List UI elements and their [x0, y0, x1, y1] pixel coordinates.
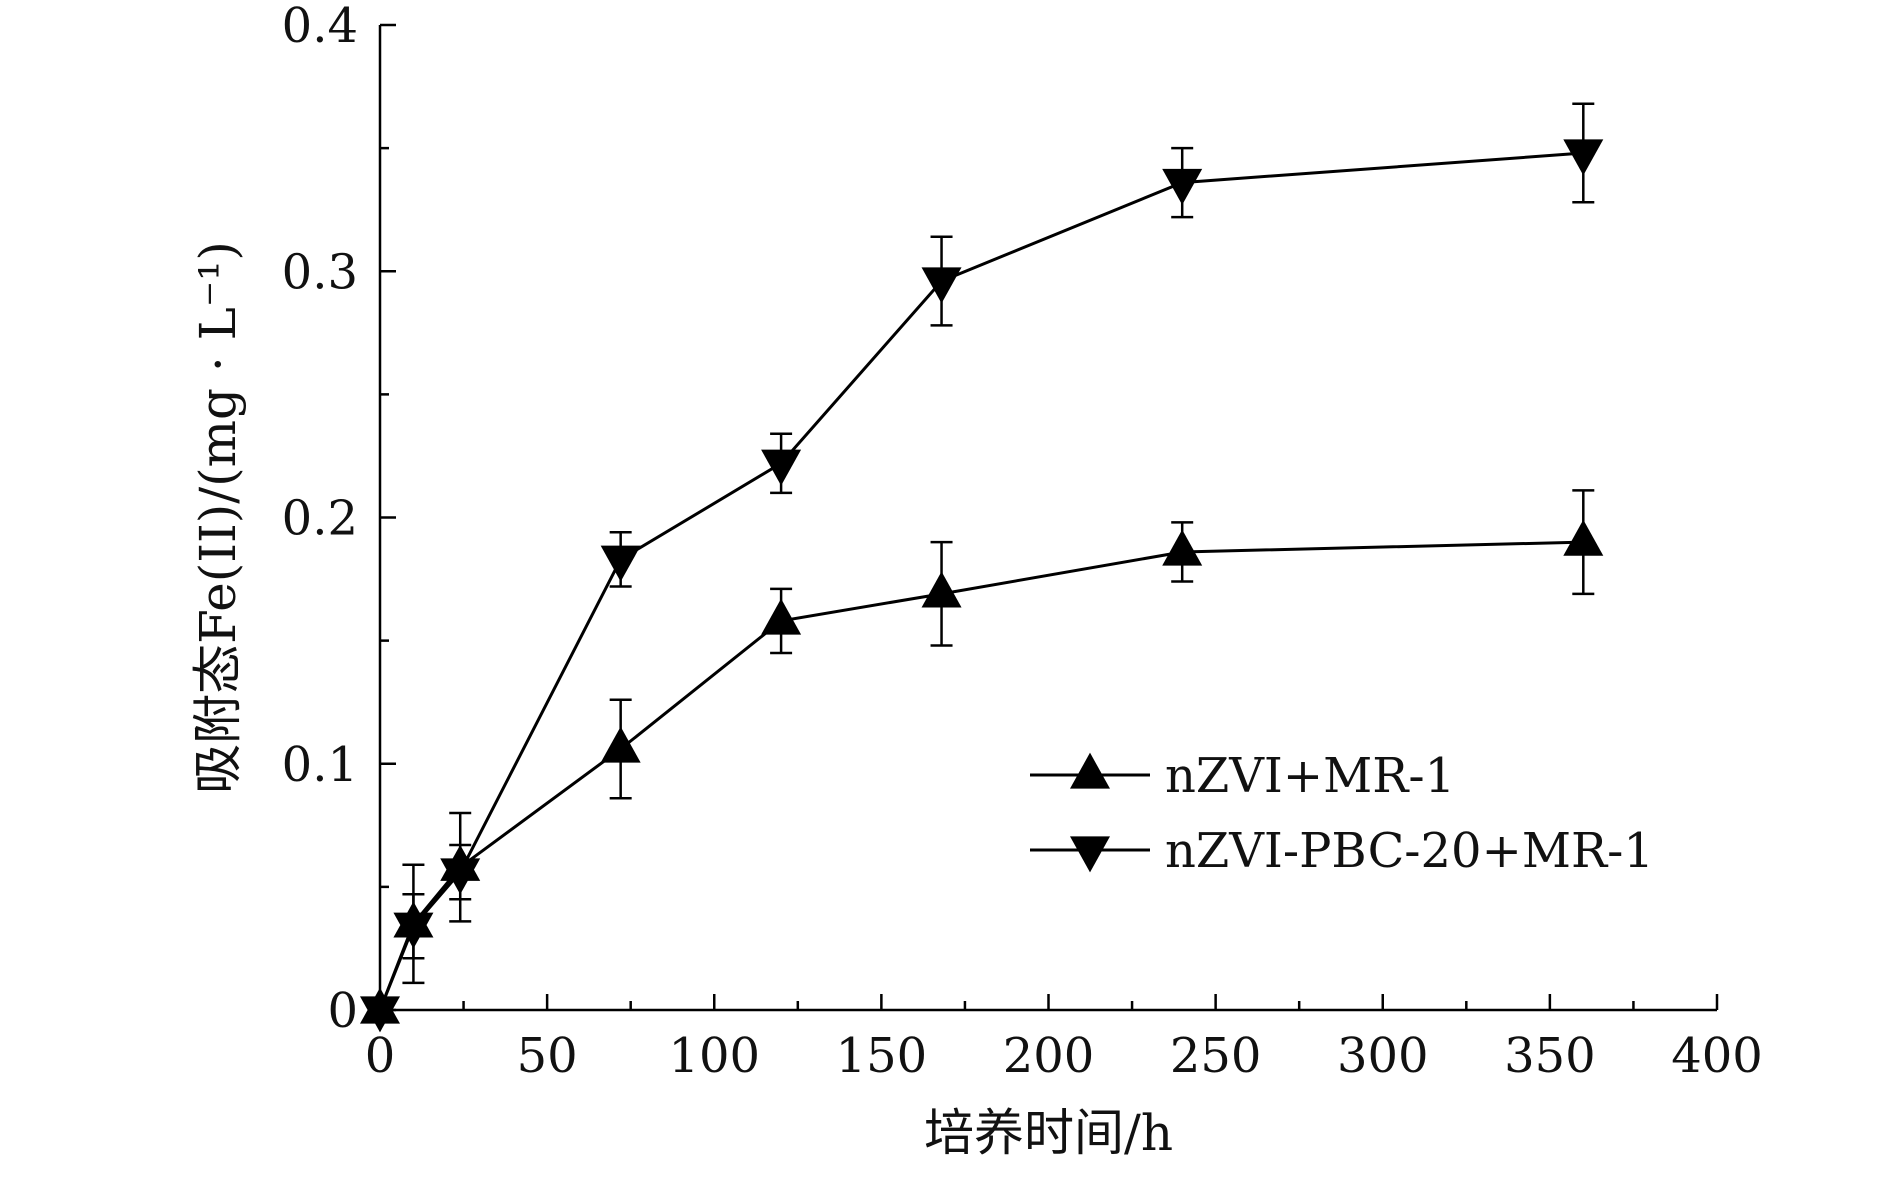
data-point: [921, 571, 962, 608]
data-point: [1563, 519, 1604, 556]
legend: nZVI+MR-1 nZVI-PBC-20+MR-1: [1030, 748, 1654, 879]
legend-label: nZVI-PBC-20+MR-1: [1165, 823, 1654, 879]
data-point: [1162, 168, 1203, 205]
data-point: [921, 267, 962, 304]
x-tick-label: 300: [1337, 1028, 1429, 1084]
y-tick-label: 0: [327, 983, 358, 1039]
legend-marker: [1070, 836, 1110, 873]
data-point: [360, 996, 400, 1033]
x-tick-label: 100: [668, 1028, 760, 1084]
x-tick-label: 0: [365, 1028, 396, 1084]
legend-label: nZVI+MR-1: [1165, 748, 1455, 804]
data-point: [1162, 529, 1203, 566]
data-point: [600, 545, 641, 582]
data-point: [393, 912, 434, 949]
data-point: [600, 726, 641, 763]
axes-group: 0 50 100 150 200 250 300 350 400 0 0.1 0.2 0.3 0.4: [282, 0, 1763, 1084]
x-tick-label: 250: [1170, 1028, 1262, 1084]
series-group: [360, 102, 1604, 1033]
x-tick-label: 400: [1671, 1028, 1763, 1084]
y-tick-label: 0.3: [282, 244, 358, 300]
data-point: [440, 858, 481, 895]
y-tick-label: 0.4: [282, 0, 358, 54]
x-tick-label: 200: [1003, 1028, 1095, 1084]
x-tick-label: 50: [517, 1028, 578, 1084]
legend-marker: [1070, 752, 1110, 789]
y-axis-title: 吸附态Fe(II)/(mg · L⁻¹): [189, 241, 247, 794]
y-tick-label: 0.1: [282, 737, 358, 793]
y-tick-label: 0.2: [282, 491, 358, 547]
data-point: [1563, 139, 1604, 176]
x-tick-label: 350: [1504, 1028, 1596, 1084]
series-line: [378, 151, 1584, 1011]
x-axis-title: 培养时间/h: [924, 1104, 1173, 1162]
x-tick-label: 150: [836, 1028, 928, 1084]
data-point: [761, 598, 802, 635]
data-point: [761, 449, 802, 486]
series-2: [360, 102, 1604, 1033]
